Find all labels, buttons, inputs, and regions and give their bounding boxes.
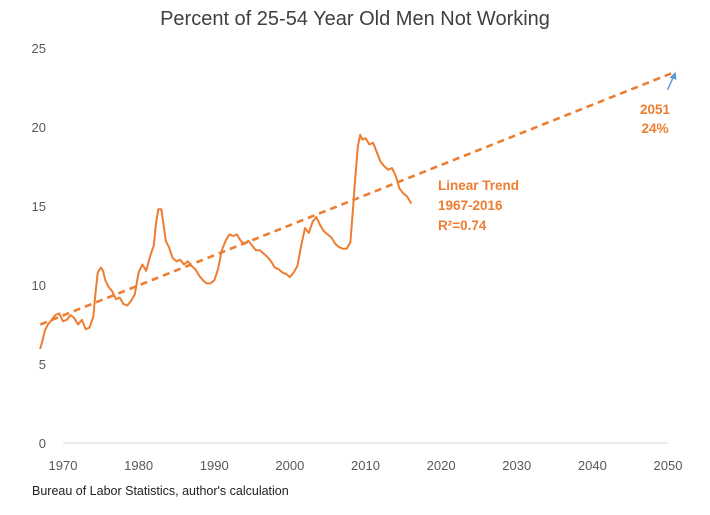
y-tick-label: 15 xyxy=(32,199,46,214)
projection-annotation: 2051 24% xyxy=(640,100,670,138)
y-axis: 0 5 10 15 20 25 xyxy=(32,41,46,451)
projection-year: 2051 xyxy=(640,102,671,117)
source-note: Bureau of Labor Statistics, author's cal… xyxy=(32,484,289,498)
trend-annotation: Linear Trend 1967-2016 R²=0.74 xyxy=(438,176,519,236)
y-tick-label: 0 xyxy=(39,436,46,451)
series-line-not-working xyxy=(39,133,412,350)
y-tick-label: 25 xyxy=(32,41,46,56)
projection-arrow xyxy=(666,76,675,91)
trend-annotation-line-3: R²=0.74 xyxy=(438,218,487,233)
trend-line xyxy=(39,70,677,326)
x-tick-label: 1990 xyxy=(200,458,229,473)
x-tick-label: 1980 xyxy=(124,458,153,473)
x-tick-label: 2040 xyxy=(578,458,607,473)
chart-title: Percent of 25-54 Year Old Men Not Workin… xyxy=(160,8,550,30)
series-layer xyxy=(39,70,677,350)
trend-annotation-line-1: Linear Trend xyxy=(438,178,520,193)
x-tick-label: 2000 xyxy=(275,458,304,473)
x-axis: 1970 1980 1990 2000 2010 2020 2030 2040 2050 xyxy=(49,458,683,473)
y-tick-label: 20 xyxy=(32,120,46,135)
projection-arrow-head xyxy=(669,71,677,80)
x-tick-label: 2020 xyxy=(427,458,456,473)
projection-value: 24% xyxy=(641,121,669,136)
x-tick-label: 2050 xyxy=(654,458,683,473)
x-tick-label: 1970 xyxy=(49,458,78,473)
y-tick-label: 5 xyxy=(39,357,46,372)
y-tick-label: 10 xyxy=(32,278,46,293)
x-tick-label: 2030 xyxy=(502,458,531,473)
trend-annotation-line-2: 1967-2016 xyxy=(438,198,503,213)
x-tick-label: 2010 xyxy=(351,458,380,473)
